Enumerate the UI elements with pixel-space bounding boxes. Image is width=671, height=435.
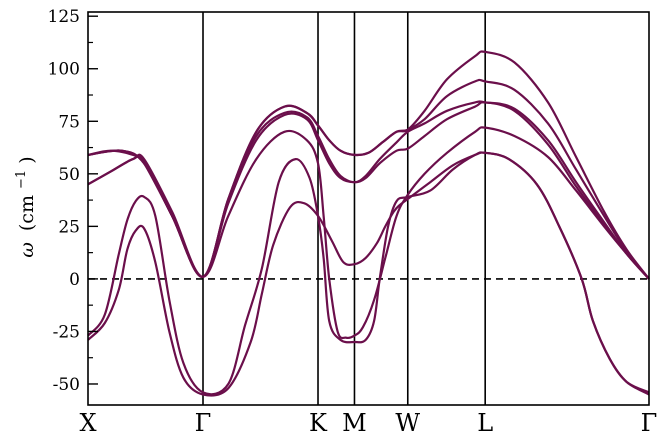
plot-frame-rect — [87, 11, 650, 406]
y-tick-label: 75 — [58, 112, 80, 132]
y-axis: -50 -25 0 25 50 75 100 125 — [48, 7, 98, 395]
kpoint-label: M — [342, 409, 367, 435]
kpoint-label: Γ — [195, 409, 212, 435]
y-tick-label: -50 — [53, 375, 80, 395]
phonon-branch-4 — [87, 101, 650, 280]
y-axis-label: ω (cm −1 ) — [8, 156, 38, 257]
phonon-branch-7 — [87, 50, 650, 280]
phonon-branch-2 — [87, 151, 650, 396]
kpoint-label: X — [79, 409, 96, 435]
plot-frame — [87, 11, 650, 406]
dispersion-curves — [87, 50, 650, 397]
kpoint-label: W — [395, 409, 420, 435]
y-tick-label: 25 — [58, 217, 80, 237]
y-tick-label: 100 — [48, 60, 80, 80]
phonon-branch-3 — [87, 126, 650, 340]
kpoint-label: Γ — [641, 409, 658, 435]
phonon-branch-6 — [87, 78, 650, 280]
phonon-branch-5 — [87, 100, 650, 280]
y-tick-label: 50 — [58, 165, 80, 185]
kpoint-label: L — [477, 409, 493, 435]
phonon-branch-1 — [87, 151, 650, 397]
kpoint-label: K — [309, 409, 328, 435]
y-tick-label: 0 — [69, 270, 80, 290]
plot-area — [88, 12, 649, 405]
y-tick-label: 125 — [48, 7, 80, 27]
y-tick-label: -25 — [53, 322, 80, 342]
